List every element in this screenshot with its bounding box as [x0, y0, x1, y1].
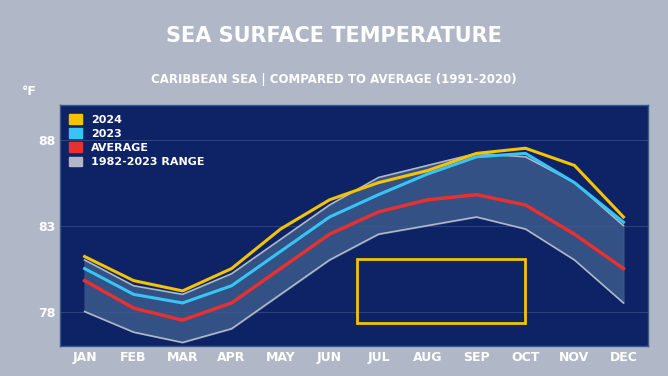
Legend: 2024, 2023, AVERAGE, 1982-2023 RANGE: 2024, 2023, AVERAGE, 1982-2023 RANGE [65, 111, 208, 171]
Text: SEA SURFACE TEMPERATURE: SEA SURFACE TEMPERATURE [166, 26, 502, 46]
Text: °F: °F [22, 85, 37, 98]
Text: CARIBBEAN SEA | COMPARED TO AVERAGE (1991-2020): CARIBBEAN SEA | COMPARED TO AVERAGE (199… [151, 73, 517, 86]
Bar [357, 259, 525, 323]
